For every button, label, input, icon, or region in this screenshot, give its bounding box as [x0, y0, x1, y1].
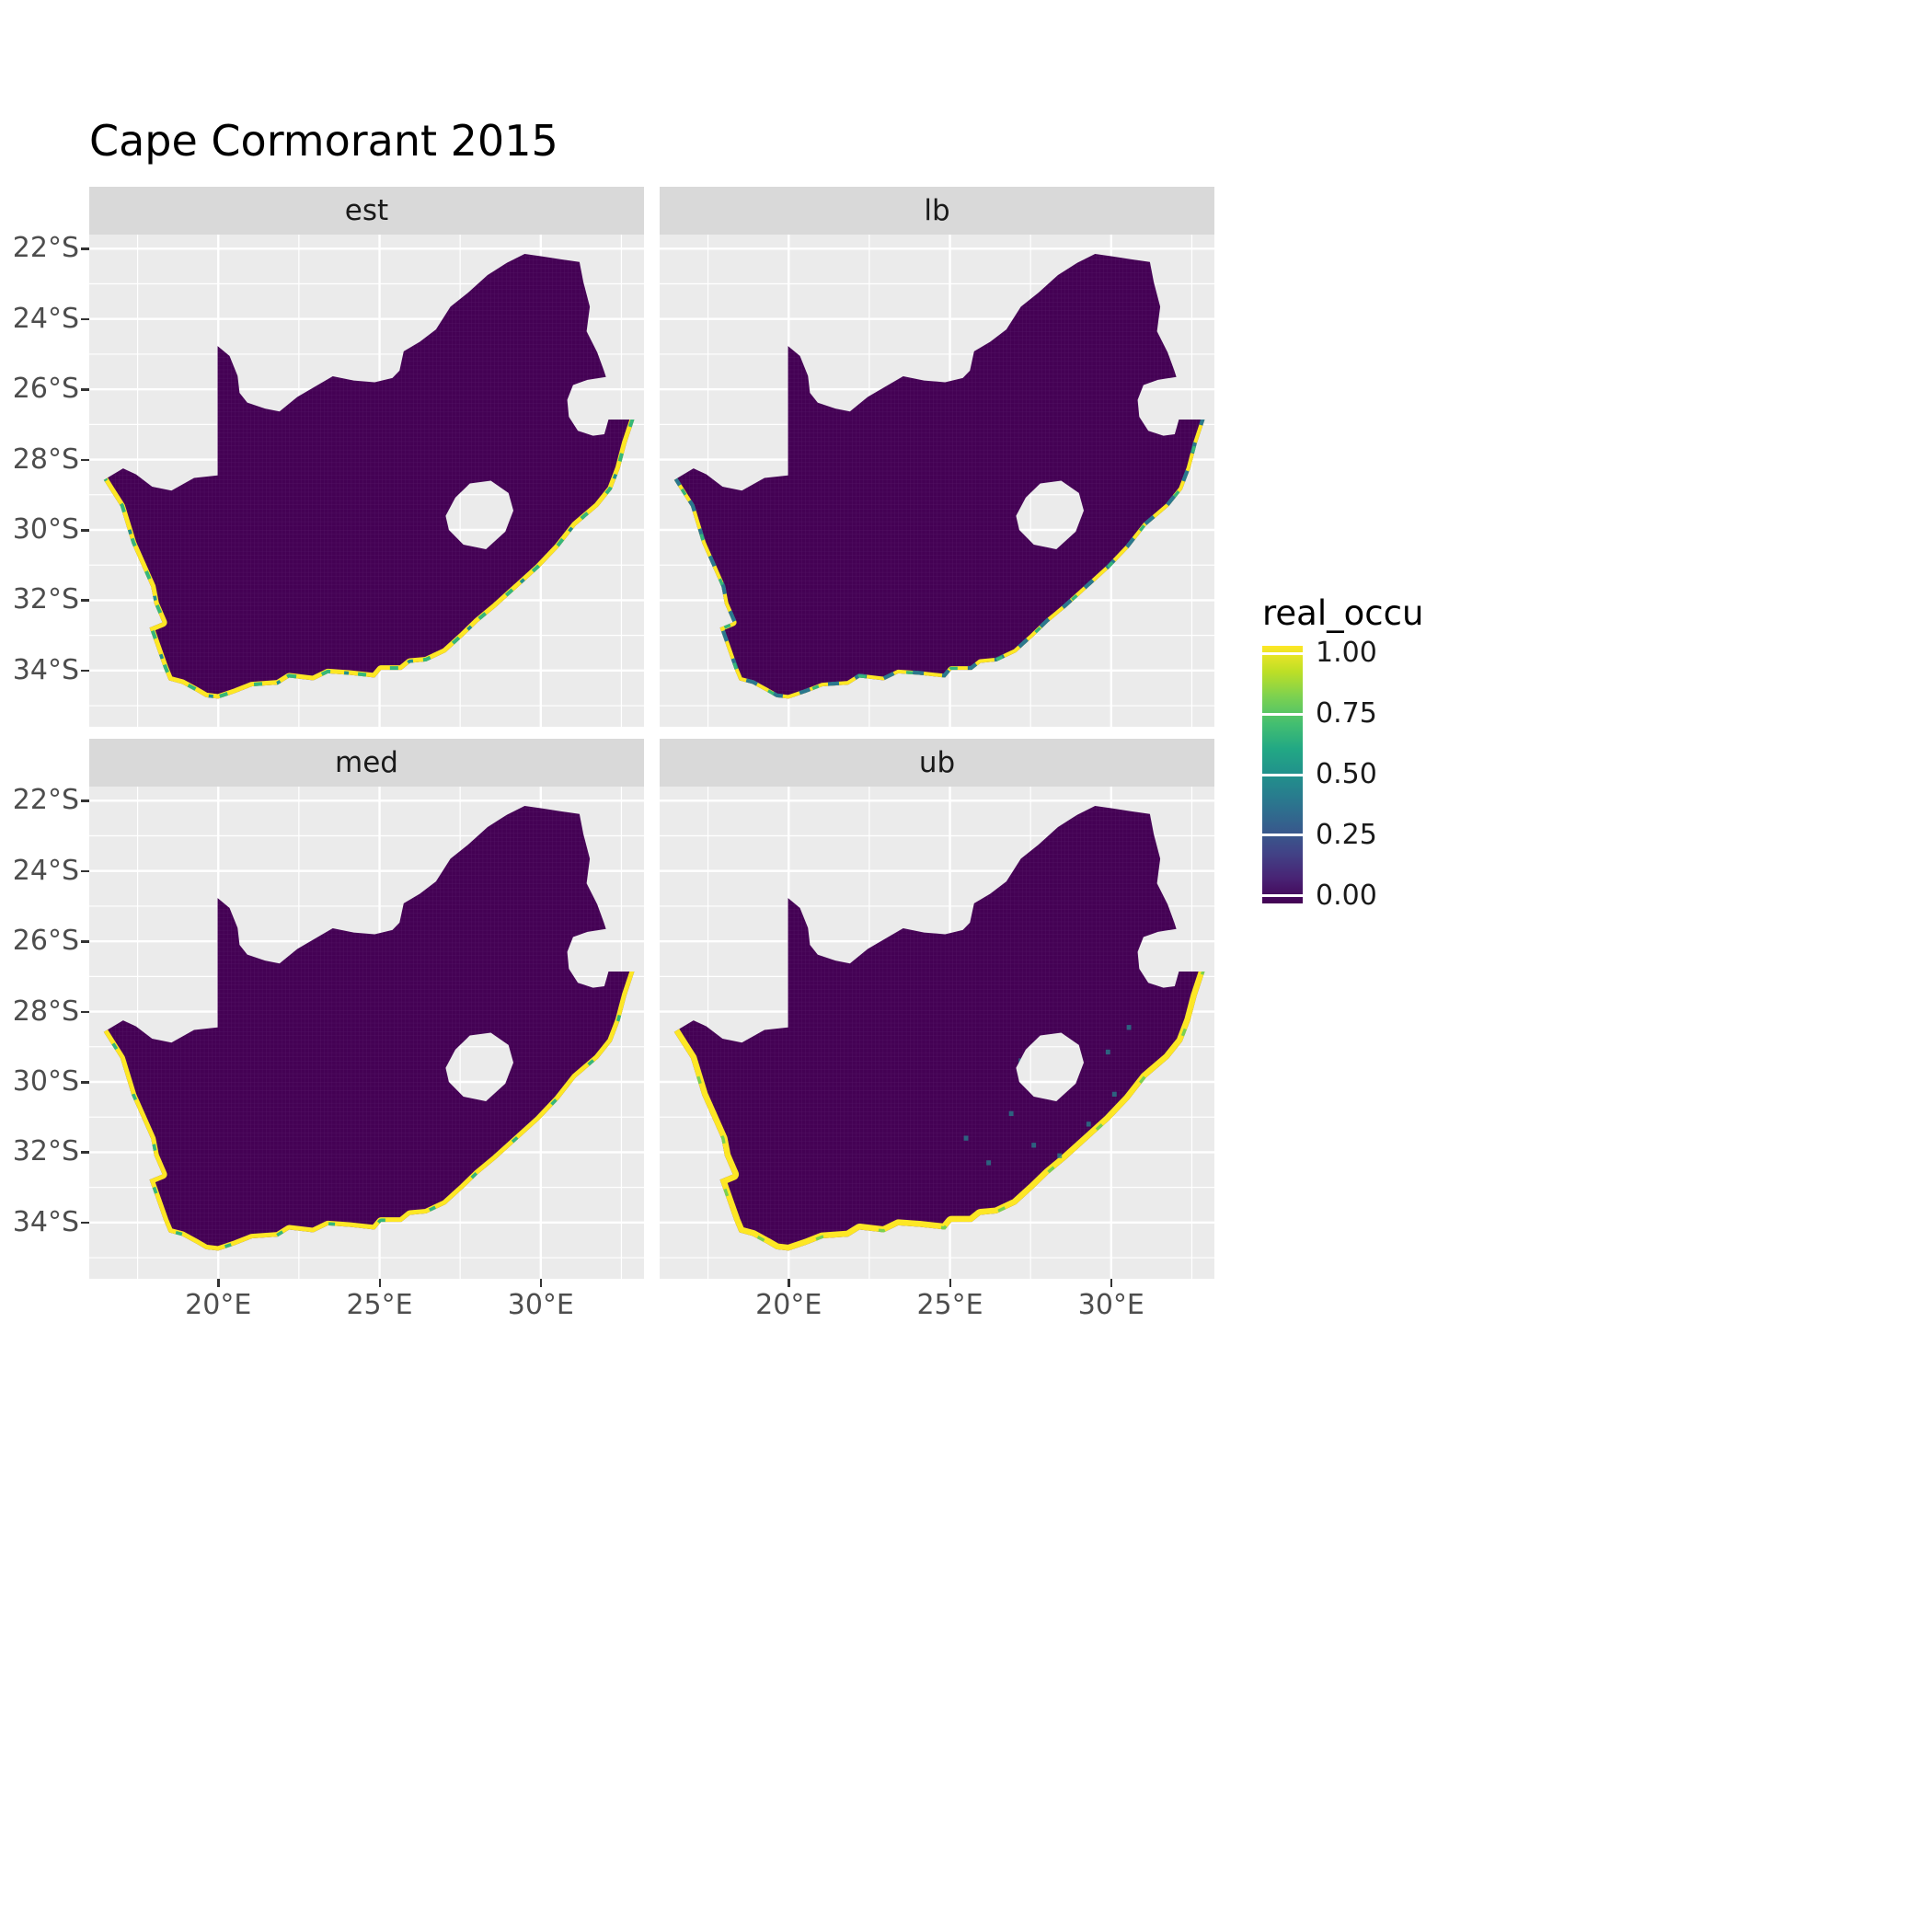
colorbar-tick: [1262, 773, 1303, 776]
y-axis-label: 26°S: [12, 373, 79, 406]
y-axis-label: 34°S: [12, 1205, 79, 1238]
inland-speckle: [1126, 1025, 1132, 1030]
map-svg: [660, 235, 1214, 727]
map-panel: [89, 787, 644, 1279]
facet-label: med: [335, 746, 398, 779]
x-axis-label: 30°E: [1077, 1289, 1144, 1321]
x-axis-label: 20°E: [755, 1289, 822, 1321]
y-axis-tick: [81, 799, 89, 802]
facet-label: lb: [924, 194, 950, 227]
map-svg: [660, 787, 1214, 1279]
facet-strip: ub: [660, 739, 1214, 787]
raster-cell-texture: [103, 806, 635, 1251]
facet-label: ub: [918, 746, 956, 779]
facet-lb: lb: [660, 187, 1214, 727]
y-axis-tick: [81, 940, 89, 943]
map-panel: [660, 787, 1214, 1279]
facet-ub: ub: [660, 739, 1214, 1279]
y-axis-tick: [81, 458, 89, 462]
inland-speckle: [1031, 1143, 1037, 1148]
inland-speckle: [963, 1135, 969, 1141]
facet-strip: med: [89, 739, 644, 787]
colorbar-tick: [1262, 834, 1303, 837]
legend: real_occu 1.00 0.75 0.50 0.25 0.00: [1259, 593, 1498, 980]
x-axis-tick: [539, 1279, 543, 1287]
y-axis-tick: [81, 1221, 89, 1225]
colorbar-label: 0.50: [1316, 758, 1377, 790]
y-axis-label: 32°S: [12, 583, 79, 616]
x-axis-label: 30°E: [507, 1289, 574, 1321]
chart-title: Cape Cormorant 2015: [89, 116, 558, 166]
map-panel: [660, 235, 1214, 727]
inland-speckle: [1105, 1049, 1110, 1055]
map-svg: [89, 787, 644, 1279]
map-panel: [89, 235, 644, 727]
y-axis-label: 32°S: [12, 1135, 79, 1168]
y-axis-tick: [81, 317, 89, 321]
x-axis-label: 25°E: [916, 1289, 983, 1321]
x-axis-tick: [1110, 1279, 1113, 1287]
y-axis-tick: [81, 529, 89, 532]
y-axis-tick: [81, 1010, 89, 1014]
raster-cell-texture: [673, 254, 1205, 699]
map-svg: [89, 235, 644, 727]
y-axis-label: 22°S: [12, 232, 79, 265]
y-axis-label: 30°S: [12, 513, 79, 546]
y-axis-label: 24°S: [12, 302, 79, 335]
facet-label: est: [344, 194, 389, 227]
facet-med: med: [89, 739, 644, 1279]
y-axis-label: 30°S: [12, 1065, 79, 1098]
y-axis-label: 26°S: [12, 925, 79, 958]
x-axis-tick: [217, 1279, 220, 1287]
y-axis-tick: [81, 1081, 89, 1084]
raster-cell-texture: [103, 254, 635, 699]
facet-strip: lb: [660, 187, 1214, 235]
y-axis-tick: [81, 388, 89, 391]
colorbar-label: 0.75: [1316, 697, 1377, 730]
x-axis-tick: [378, 1279, 382, 1287]
raster-cell-texture: [673, 806, 1205, 1251]
inland-speckle: [1008, 1110, 1014, 1117]
inland-speckle: [986, 1160, 992, 1166]
y-axis-label: 28°S: [12, 443, 79, 476]
y-axis-label: 22°S: [12, 784, 79, 817]
x-axis-tick: [788, 1279, 790, 1287]
colorbar-label: 1.00: [1316, 637, 1377, 670]
y-axis-label: 34°S: [12, 653, 79, 686]
colorbar-tick: [1262, 651, 1303, 655]
y-axis-tick: [81, 599, 89, 602]
colorbar-label: 0.00: [1316, 879, 1377, 912]
y-axis-tick: [81, 1151, 89, 1154]
facet-strip: est: [89, 187, 644, 235]
x-axis-tick: [949, 1279, 952, 1287]
y-axis-label: 24°S: [12, 854, 79, 887]
colorbar-label: 0.25: [1316, 818, 1377, 851]
inland-speckle: [1111, 1091, 1117, 1098]
y-axis-tick: [81, 669, 89, 673]
y-axis-label: 28°S: [12, 995, 79, 1028]
facet-est: est: [89, 187, 644, 727]
y-axis-tick: [81, 869, 89, 873]
inland-speckle: [1057, 1153, 1063, 1158]
x-axis-label: 20°E: [185, 1289, 252, 1321]
colorbar-tick: [1262, 894, 1303, 898]
legend-title: real_occu: [1262, 593, 1424, 633]
colorbar-tick: [1262, 712, 1303, 716]
x-axis-label: 25°E: [346, 1289, 413, 1321]
y-axis-tick: [81, 247, 89, 250]
inland-speckle: [1086, 1121, 1091, 1127]
